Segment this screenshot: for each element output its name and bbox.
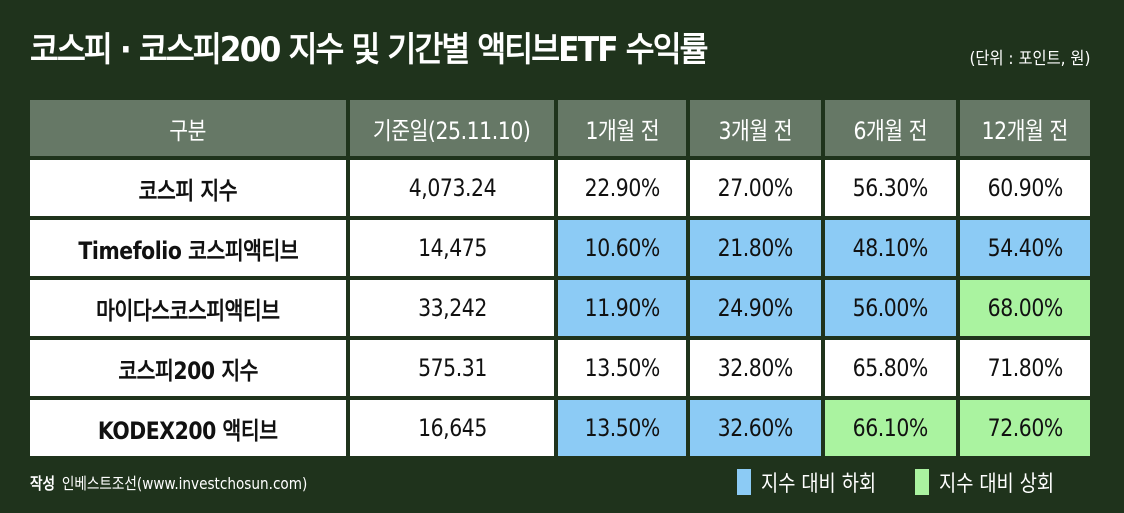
column-header-text: 6개월 전: [853, 116, 928, 145]
return-cell-above: 66.10%: [825, 400, 956, 456]
return-cell-index-text: 71.80%: [987, 354, 1063, 382]
base-value: 4,073.24: [350, 160, 554, 216]
unit-note: (단위 : 포인트, 원): [968, 49, 1090, 69]
row-name: Timefolio 코스피액티브: [30, 220, 346, 276]
base-value-text: 575.31: [417, 354, 487, 382]
return-cell-above: 68.00%: [960, 280, 1090, 336]
return-cell-index: 13.50%: [558, 340, 686, 396]
row-name: 코스피200 지수: [30, 340, 346, 396]
return-cell-index-text: 60.90%: [987, 174, 1063, 202]
column-header-text: 구분: [169, 116, 207, 145]
footer-label: 작성: [30, 474, 56, 493]
row-name: KODEX200 액티브: [30, 400, 346, 456]
return-cell-below-text: 54.40%: [987, 234, 1063, 262]
base-value-text: 16,645: [417, 414, 487, 442]
legend-swatch-below: [737, 469, 752, 495]
return-cell-below: 24.90%: [690, 280, 821, 336]
return-cell-below-text: 32.60%: [717, 414, 794, 442]
return-cell-index: 71.80%: [960, 340, 1090, 396]
return-cell-below-text: 10.60%: [584, 234, 660, 262]
legend-label-below: 지수 대비 하회: [761, 472, 877, 497]
return-cell-below-text: 56.00%: [852, 294, 929, 322]
return-cell-index: 60.90%: [960, 160, 1090, 216]
legend-label-above: 지수 대비 상회: [938, 472, 1054, 497]
column-header: 6개월 전: [825, 100, 956, 156]
return-cell-index: 22.90%: [558, 160, 686, 216]
return-cell-index-text: 13.50%: [584, 354, 660, 382]
return-cell-index-text: 65.80%: [852, 354, 929, 382]
return-cell-below: 32.60%: [690, 400, 821, 456]
row-name-text: 코스피200 지수: [118, 356, 258, 385]
footer-source: 인베스트조선(www.investchosun.com): [61, 474, 308, 493]
column-header-text: 기준일(25.11.10): [373, 116, 531, 145]
return-cell-below-text: 11.90%: [584, 294, 660, 322]
return-cell-index-text: 56.30%: [852, 174, 929, 202]
return-cell-index: 27.00%: [690, 160, 821, 216]
return-cell-above-text: 72.60%: [987, 414, 1063, 442]
return-cell-above-text: 68.00%: [987, 294, 1063, 322]
base-value: 16,645: [350, 400, 554, 456]
base-value-text: 14,475: [417, 234, 487, 262]
return-cell-above-text: 66.10%: [852, 414, 929, 442]
column-header-text: 12개월 전: [981, 116, 1069, 145]
column-header-text: 3개월 전: [718, 116, 793, 145]
return-cell-below-text: 24.90%: [717, 294, 794, 322]
return-cell-below-text: 13.50%: [584, 414, 660, 442]
return-cell-below: 13.50%: [558, 400, 686, 456]
footer-credit: 작성 인베스트조선(www.investchosun.com): [30, 470, 307, 494]
row-name-text: Timefolio 코스피액티브: [78, 236, 298, 265]
row-name-text: 코스피 지수: [138, 176, 238, 205]
return-cell-below: 21.80%: [690, 220, 821, 276]
return-cell-index-text: 22.90%: [584, 174, 660, 202]
return-cell-index: 32.80%: [690, 340, 821, 396]
column-header: 구분: [30, 100, 346, 156]
legend-swatch-above: [914, 469, 929, 495]
legend: 지수 대비 하회 지수 대비 상회: [737, 466, 1092, 498]
base-value: 33,242: [350, 280, 554, 336]
base-value: 14,475: [350, 220, 554, 276]
base-value-text: 33,242: [417, 294, 487, 322]
base-value: 575.31: [350, 340, 554, 396]
return-cell-index: 56.30%: [825, 160, 956, 216]
return-cell-index-text: 27.00%: [717, 174, 794, 202]
row-name: 마이다스코스피액티브: [30, 280, 346, 336]
row-name: 코스피 지수: [30, 160, 346, 216]
return-cell-below: 11.90%: [558, 280, 686, 336]
return-cell-below: 10.60%: [558, 220, 686, 276]
return-cell-below-text: 21.80%: [717, 234, 794, 262]
base-value-text: 4,073.24: [408, 174, 496, 202]
return-cell-above: 72.60%: [960, 400, 1090, 456]
return-cell-below: 56.00%: [825, 280, 956, 336]
page-title: 코스피 · 코스피200 지수 및 기간별 액티브ETF 수익률: [30, 30, 708, 70]
return-cell-index: 65.80%: [825, 340, 956, 396]
return-cell-index-text: 32.80%: [717, 354, 794, 382]
column-header: 12개월 전: [960, 100, 1090, 156]
return-cell-below: 48.10%: [825, 220, 956, 276]
row-name-text: 마이다스코스피액티브: [96, 296, 280, 325]
return-cell-below: 54.40%: [960, 220, 1090, 276]
column-header: 기준일(25.11.10): [350, 100, 554, 156]
column-header: 3개월 전: [690, 100, 821, 156]
column-header: 1개월 전: [558, 100, 686, 156]
column-header-text: 1개월 전: [585, 116, 659, 145]
return-cell-below-text: 48.10%: [852, 234, 929, 262]
row-name-text: KODEX200 액티브: [98, 416, 278, 445]
